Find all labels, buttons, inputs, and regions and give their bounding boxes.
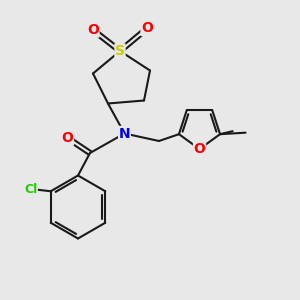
Text: O: O bbox=[141, 22, 153, 35]
Text: N: N bbox=[119, 127, 130, 140]
Text: O: O bbox=[87, 23, 99, 37]
Text: O: O bbox=[194, 142, 206, 156]
Text: Cl: Cl bbox=[24, 183, 37, 196]
Text: S: S bbox=[115, 44, 125, 58]
Text: O: O bbox=[61, 131, 74, 145]
